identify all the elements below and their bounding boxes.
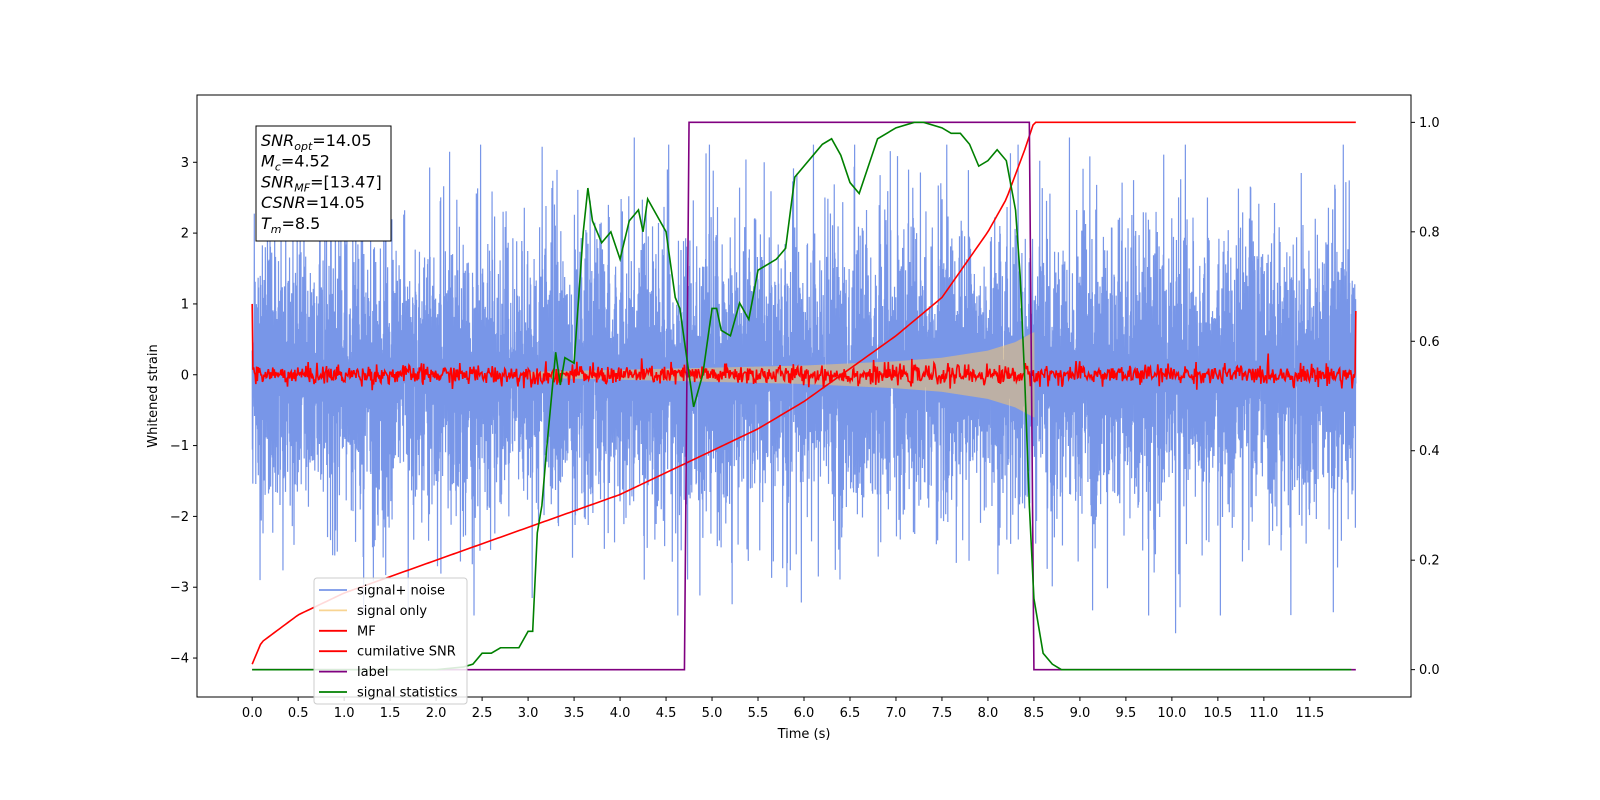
- y-tick-label: −2: [170, 510, 189, 525]
- x-tick-label: 11.0: [1249, 706, 1278, 721]
- x-tick-label: 5.0: [702, 706, 723, 721]
- x-tick-label: 1.0: [334, 706, 355, 721]
- x-tick-label: 9.0: [1070, 706, 1091, 721]
- plot-area: [251, 121, 1357, 671]
- x-tick-label: 10.5: [1203, 706, 1232, 721]
- legend-label: cumilative SNR: [357, 645, 456, 660]
- legend-label: signal statistics: [357, 686, 458, 701]
- legend-frame: [313, 577, 468, 705]
- x-tick-label: 8.0: [978, 706, 999, 721]
- x-tick-label: 3.5: [564, 706, 585, 721]
- x-tick-label: 11.5: [1295, 706, 1324, 721]
- x-tick-label: 2.5: [472, 706, 493, 721]
- x-tick-label: 4.0: [610, 706, 631, 721]
- series-mf-line: [251, 303, 1357, 391]
- series-signal-noise-line: [251, 137, 1357, 634]
- x-tick-label: 5.5: [748, 706, 769, 721]
- x-tick-label: 0.0: [242, 706, 263, 721]
- y-tick-label: 1: [181, 297, 189, 312]
- y-tick-label: −4: [170, 652, 189, 667]
- legend-label: signal+ noise: [357, 584, 445, 599]
- x-tick-label: 0.5: [288, 706, 309, 721]
- y-tick-label: −3: [170, 581, 189, 596]
- y-tick-label: −1: [170, 439, 189, 454]
- y-tick-label: 0: [181, 368, 189, 383]
- x-tick-label: 6.0: [794, 706, 815, 721]
- x-tick-label: 1.5: [380, 706, 401, 721]
- annotation-line: SNRopt=14.05: [261, 131, 372, 153]
- y2-tick-label: 0.8: [1419, 225, 1440, 240]
- x-tick-label: 2.0: [426, 706, 447, 721]
- y-axis-left: −4 −3 −2 −1 0 1 2 3: [170, 156, 197, 667]
- legend-label: label: [357, 665, 388, 680]
- annotation-line: Mc=4.52: [261, 152, 330, 174]
- series-cumilative-snr-line: [251, 121, 1356, 665]
- x-tick-label: 4.5: [656, 706, 677, 721]
- x-tick-label: 9.5: [1116, 706, 1137, 721]
- series-signal-statistics-line: [252, 121, 1352, 671]
- legend-label: signal only: [357, 604, 427, 619]
- y-tick-label: 3: [181, 156, 189, 171]
- annotation-line: SNRMF=[13.47]: [261, 172, 382, 194]
- x-tick-label: 3.0: [518, 706, 539, 721]
- x-tick-label: 7.5: [932, 706, 953, 721]
- annotation-line: Tm=8.5: [261, 214, 320, 236]
- annotation-frame: [255, 125, 392, 242]
- y-axis-label: Whitened strain: [146, 344, 161, 447]
- y2-tick-label: 1.0: [1419, 116, 1440, 131]
- x-tick-label: 7.0: [886, 706, 907, 721]
- legend-label: MF: [357, 624, 376, 639]
- y-tick-label: 2: [181, 227, 189, 242]
- y2-tick-label: 0.6: [1419, 335, 1440, 350]
- y2-tick-label: 0.0: [1419, 663, 1440, 678]
- y-axis-right: 0.0 0.2 0.4 0.6 0.8 1.0: [1411, 116, 1440, 678]
- annotation-box: SNRopt=14.05Mc=4.52SNRMF=[13.47]CSNR=14.…: [255, 125, 392, 242]
- x-axis: 0.0 0.5 1.0 1.5 2.0 2.5 3.0 3.5 4.0 4.5 5.0 5.5 6.0 6…: [242, 697, 1324, 721]
- y2-tick-label: 0.2: [1419, 554, 1440, 569]
- legend: signal+ noise signal only MF cumilative SNR…: [313, 577, 468, 705]
- x-tick-label: 8.5: [1024, 706, 1045, 721]
- x-tick-label: 6.5: [840, 706, 861, 721]
- x-tick-label: 10.0: [1157, 706, 1186, 721]
- annotation-line: CSNR=14.05: [261, 193, 365, 212]
- y2-tick-label: 0.4: [1419, 444, 1440, 459]
- x-axis-label: Time (s): [777, 727, 831, 742]
